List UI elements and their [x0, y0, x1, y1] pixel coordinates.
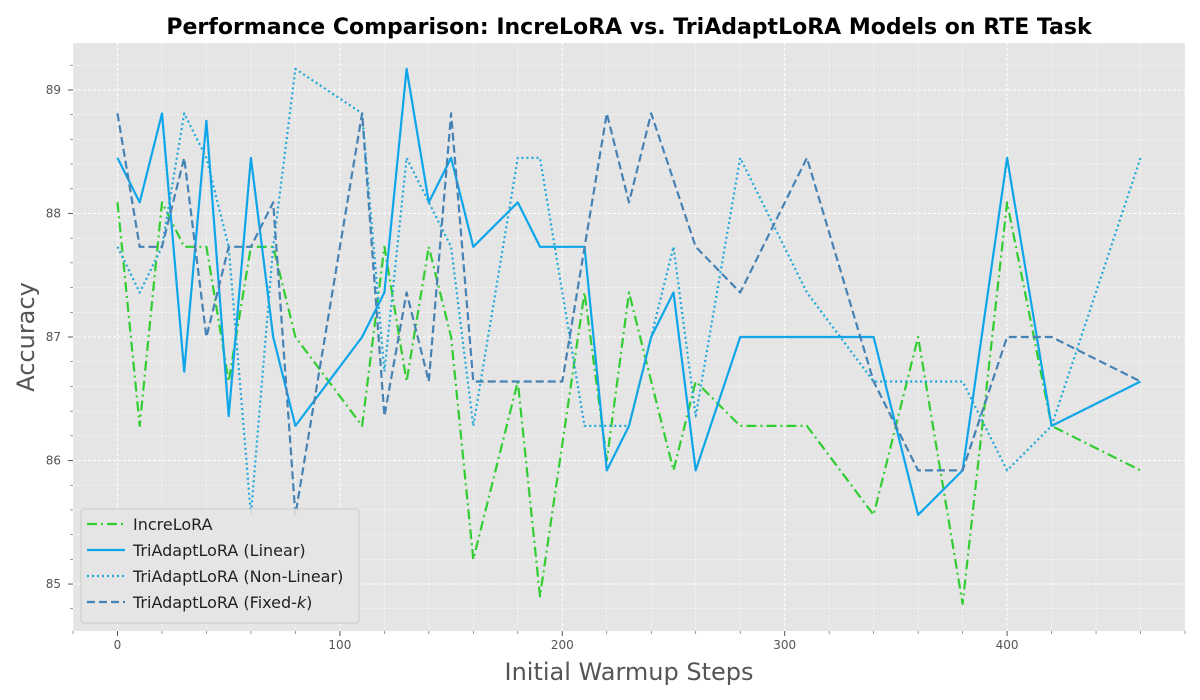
y-axis-label: Accuracy — [12, 282, 40, 392]
y-tick-label: 85 — [46, 577, 61, 591]
legend-label-4: TriAdaptLoRA (Fixed-k) — [132, 593, 312, 612]
series-line-2 — [116, 67, 1141, 517]
x-tick-label: 0 — [114, 638, 122, 652]
x-tick-label: 400 — [996, 638, 1019, 652]
series-layer — [116, 67, 1142, 605]
legend-label-3: TriAdaptLoRA (Non-Linear) — [132, 567, 343, 586]
legend-label-2: TriAdaptLoRA (Linear) — [132, 541, 306, 560]
y-tick-label: 86 — [46, 454, 61, 468]
legend-box — [80, 508, 360, 624]
x-tick-label: 200 — [551, 638, 574, 652]
x-axis-label: Initial Warmup Steps — [505, 658, 754, 686]
axis-ticks: 0 100 200 300 400 85 86 87 88 89 — [46, 64, 1186, 652]
legend: IncreLoRA TriAdaptLoRA (Linear) TriAdaptLo… — [80, 508, 360, 624]
y-tick-label: 87 — [46, 330, 61, 344]
chart-title: Performance Comparison: IncreLoRA vs. Tr… — [166, 15, 1093, 40]
x-tick-label: 100 — [328, 638, 351, 652]
y-tick-label: 89 — [46, 83, 61, 97]
x-tick-label: 300 — [773, 638, 796, 652]
legend-label-1: IncreLoRA — [133, 515, 213, 534]
y-tick-label: 88 — [46, 206, 61, 220]
